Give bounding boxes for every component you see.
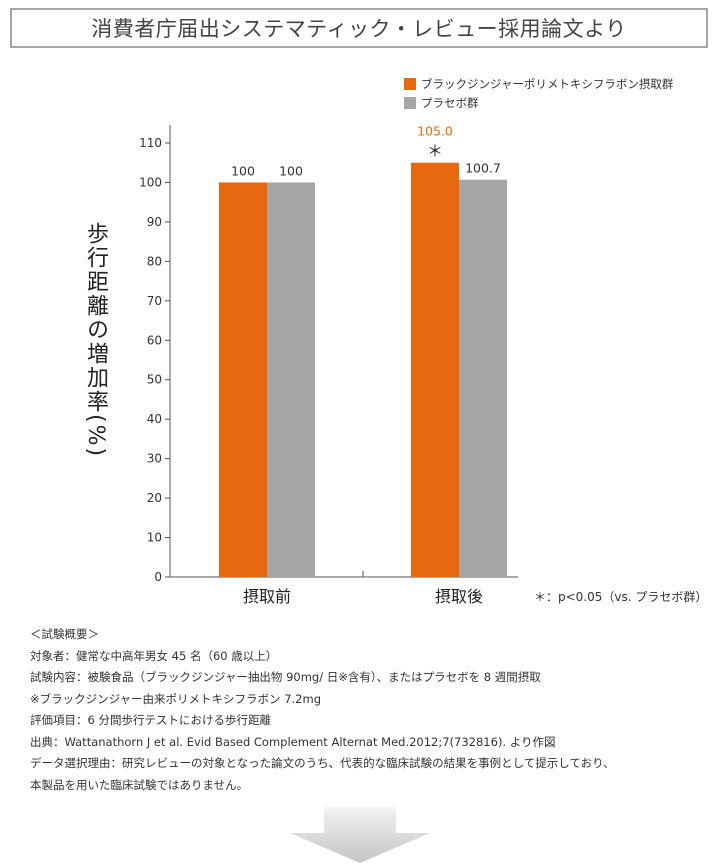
bar-value-label: 100: [231, 163, 255, 178]
y-tick-label: 80: [147, 254, 162, 268]
legend-item-treatment: ブラックジンジャーポリメトキシフラボン摂取群: [404, 74, 673, 93]
bar-value-label: 100.7: [465, 161, 501, 176]
x-tick-label: 摂取前: [243, 587, 291, 606]
bar-1-1: [459, 179, 507, 577]
bar-chart: 0 10 20 30 40 50 60 70 80 90 100 110 100 100 摂取前 105.0 1…: [139, 124, 518, 606]
legend-swatch-treatment: [404, 77, 416, 90]
chart-legend: ブラックジンジャーポリメトキシフラボン摂取群 プラセボ群: [404, 74, 673, 112]
page-header: 消費者庁届出システマティック・レビュー採用論文より: [10, 8, 708, 48]
notes-heading: ＜試験概要＞: [30, 627, 99, 641]
y-tick-label: 60: [147, 333, 162, 347]
notes-reason: データ選択理由：研究レビューの対象となった論文のうち、代表的な臨床試験の結果を事…: [30, 756, 615, 770]
bar-0-0: [219, 182, 267, 578]
bar-1-0: [411, 162, 459, 577]
legend-item-placebo: プラセボ群: [404, 93, 673, 112]
y-tick-label: 110: [139, 136, 162, 150]
y-tick-label: 40: [147, 412, 162, 426]
down-arrow-icon: [290, 807, 430, 863]
y-tick-label: 100: [139, 175, 162, 189]
legend-label-placebo: プラセボ群: [421, 95, 479, 110]
y-tick-label: 0: [154, 570, 162, 584]
header-title: 消費者庁届出システマティック・レビュー採用論文より: [91, 17, 627, 41]
y-tick-label: 20: [147, 491, 162, 505]
y-axis-label: 歩行距離の増加率(%): [83, 222, 108, 459]
significance-note: ＊：p<0.05（vs. プラセボ群）: [534, 590, 708, 604]
legend-label-treatment: ブラックジンジャーポリメトキシフラボン摂取群: [421, 76, 674, 91]
bar-value-label: 100: [279, 163, 303, 178]
y-tick-label: 50: [147, 373, 162, 387]
legend-swatch-placebo: [404, 96, 416, 109]
notes-disclaimer: 本製品を用いた臨床試験ではありません。: [30, 777, 249, 792]
significance-asterisk: ＊: [427, 142, 443, 161]
notes-ingredient: ※ブラックジンジャー由来ポリメトキシフラボン 7.2mg: [30, 691, 322, 706]
bar-value-label: 105.0: [417, 124, 453, 139]
x-tick-label: 摂取後: [435, 587, 483, 606]
study-notes: ＜試験概要＞ 対象者：健常な中高年男女 45 名（60 歳以上） 試験内容：被験…: [30, 624, 700, 796]
notes-evaluation: 評価項目：6 分間歩行テストにおける歩行距離: [30, 713, 271, 727]
y-tick-label: 10: [147, 531, 162, 545]
y-tick-label: 30: [147, 452, 162, 466]
notes-subjects: 対象者：健常な中高年男女 45 名（60 歳以上）: [30, 648, 278, 663]
y-tick-label: 70: [147, 294, 162, 308]
bar-0-1: [267, 182, 315, 578]
notes-source: 出典：Wattanathorn J et al. Evid Based Comp…: [30, 734, 556, 749]
y-tick-label: 90: [147, 215, 162, 229]
notes-test-content: 試験内容：被験食品（ブラックジンジャー抽出物 90mg/ 日※含有）、またはプラ…: [30, 670, 541, 684]
